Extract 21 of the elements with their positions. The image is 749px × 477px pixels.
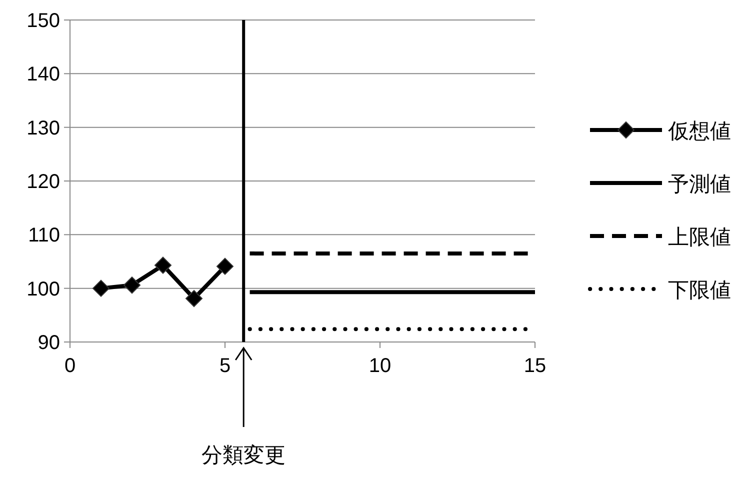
- x-tick-label: 0: [64, 355, 76, 377]
- x-tick-label: 15: [524, 355, 546, 377]
- legend-label: 仮想値: [667, 120, 731, 143]
- y-tick-label: 110: [28, 224, 60, 247]
- y-tick-label: 140: [26, 64, 60, 86]
- x-tick-label: 5: [219, 355, 231, 377]
- legend-label: 予測値: [668, 173, 731, 196]
- y-tick-label: 100: [26, 278, 60, 300]
- y-tick-label: 130: [26, 117, 60, 140]
- x-tick-label: 10: [368, 355, 392, 377]
- y-tick-label: 150: [26, 10, 60, 32]
- y-tick-label: 120: [26, 171, 60, 193]
- point: [92, 280, 110, 297]
- point: [124, 276, 140, 294]
- point: [186, 290, 202, 308]
- point: [154, 256, 172, 274]
- y-tick-label: 90: [38, 332, 60, 354]
- point: [216, 258, 234, 275]
- legend-label: 下限値: [668, 279, 731, 302]
- legend-label: 上限値: [668, 226, 731, 249]
- text: 分類変更: [202, 444, 286, 467]
